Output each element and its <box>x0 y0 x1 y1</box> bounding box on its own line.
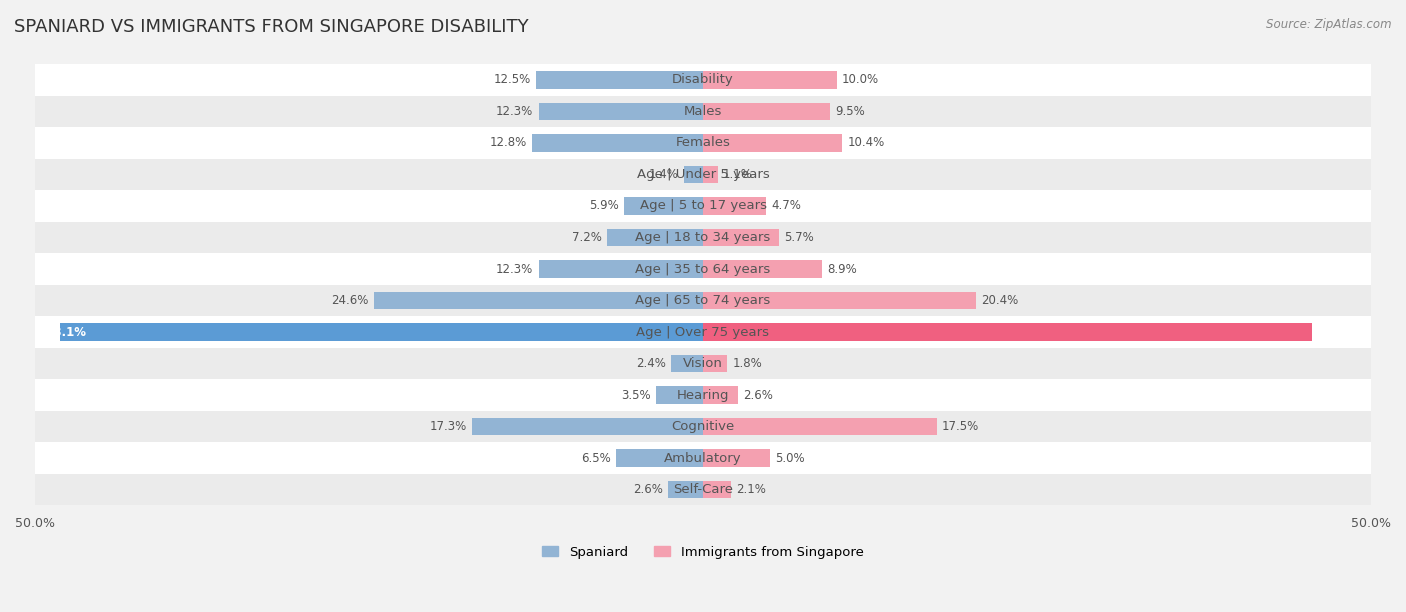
Text: 12.8%: 12.8% <box>489 136 527 149</box>
Text: SPANIARD VS IMMIGRANTS FROM SINGAPORE DISABILITY: SPANIARD VS IMMIGRANTS FROM SINGAPORE DI… <box>14 18 529 36</box>
Text: 1.8%: 1.8% <box>733 357 762 370</box>
Bar <box>35 253 1371 285</box>
Bar <box>35 285 1371 316</box>
Bar <box>657 386 703 404</box>
Text: 5.0%: 5.0% <box>775 452 804 465</box>
Bar <box>624 197 703 215</box>
Bar <box>35 190 1371 222</box>
Text: Hearing: Hearing <box>676 389 730 401</box>
Bar <box>616 449 703 467</box>
Text: Ambulatory: Ambulatory <box>664 452 742 465</box>
Text: 5.9%: 5.9% <box>589 200 619 212</box>
Bar <box>472 418 703 435</box>
Text: 7.2%: 7.2% <box>572 231 602 244</box>
Text: 5.7%: 5.7% <box>785 231 814 244</box>
Text: 2.6%: 2.6% <box>744 389 773 401</box>
Bar <box>703 323 1312 341</box>
Text: 8.9%: 8.9% <box>827 263 858 275</box>
Text: 12.3%: 12.3% <box>496 263 533 275</box>
Bar <box>703 229 779 246</box>
Bar <box>685 166 703 183</box>
Bar <box>607 229 703 246</box>
Bar <box>35 222 1371 253</box>
Bar <box>35 442 1371 474</box>
Text: 9.5%: 9.5% <box>835 105 865 118</box>
Text: 48.1%: 48.1% <box>45 326 87 338</box>
Bar <box>538 260 703 278</box>
Text: 10.0%: 10.0% <box>842 73 879 86</box>
Bar <box>35 411 1371 442</box>
Text: Source: ZipAtlas.com: Source: ZipAtlas.com <box>1267 18 1392 31</box>
Bar <box>703 292 976 309</box>
Text: 3.5%: 3.5% <box>621 389 651 401</box>
Bar <box>35 474 1371 506</box>
Bar <box>703 418 936 435</box>
Text: 4.7%: 4.7% <box>770 200 801 212</box>
Bar <box>703 355 727 372</box>
Bar <box>703 449 770 467</box>
Bar <box>703 197 766 215</box>
Text: Males: Males <box>683 105 723 118</box>
Legend: Spaniard, Immigrants from Singapore: Spaniard, Immigrants from Singapore <box>537 540 869 564</box>
Bar <box>536 71 703 89</box>
Text: 2.6%: 2.6% <box>633 483 662 496</box>
Text: 2.1%: 2.1% <box>737 483 766 496</box>
Text: Age | Over 75 years: Age | Over 75 years <box>637 326 769 338</box>
Text: Disability: Disability <box>672 73 734 86</box>
Text: Age | 18 to 34 years: Age | 18 to 34 years <box>636 231 770 244</box>
Bar <box>35 348 1371 379</box>
Text: 12.5%: 12.5% <box>494 73 530 86</box>
Text: 10.4%: 10.4% <box>848 136 884 149</box>
Bar <box>703 481 731 498</box>
Bar <box>703 166 717 183</box>
Bar <box>35 379 1371 411</box>
Text: Cognitive: Cognitive <box>672 420 734 433</box>
Bar <box>703 260 823 278</box>
Bar <box>374 292 703 309</box>
Text: 1.4%: 1.4% <box>650 168 679 181</box>
Bar <box>703 386 738 404</box>
Bar <box>35 316 1371 348</box>
Text: 2.4%: 2.4% <box>636 357 665 370</box>
Text: Females: Females <box>675 136 731 149</box>
Text: Age | 5 to 17 years: Age | 5 to 17 years <box>640 200 766 212</box>
Text: 12.3%: 12.3% <box>496 105 533 118</box>
Bar <box>668 481 703 498</box>
Text: 17.5%: 17.5% <box>942 420 980 433</box>
Text: 1.1%: 1.1% <box>723 168 754 181</box>
Text: Age | 35 to 64 years: Age | 35 to 64 years <box>636 263 770 275</box>
Text: 17.3%: 17.3% <box>429 420 467 433</box>
Bar <box>35 159 1371 190</box>
Bar <box>703 103 830 120</box>
Text: Self-Care: Self-Care <box>673 483 733 496</box>
Bar <box>35 95 1371 127</box>
Text: Age | 65 to 74 years: Age | 65 to 74 years <box>636 294 770 307</box>
Bar <box>671 355 703 372</box>
Text: 45.6%: 45.6% <box>1319 326 1361 338</box>
Text: Vision: Vision <box>683 357 723 370</box>
Text: 6.5%: 6.5% <box>581 452 610 465</box>
Bar <box>35 64 1371 95</box>
Bar <box>703 134 842 152</box>
Bar <box>531 134 703 152</box>
Bar <box>703 71 837 89</box>
Bar <box>538 103 703 120</box>
Bar <box>60 323 703 341</box>
Text: 20.4%: 20.4% <box>981 294 1018 307</box>
Text: 24.6%: 24.6% <box>332 294 368 307</box>
Text: Age | Under 5 years: Age | Under 5 years <box>637 168 769 181</box>
Bar <box>35 127 1371 159</box>
